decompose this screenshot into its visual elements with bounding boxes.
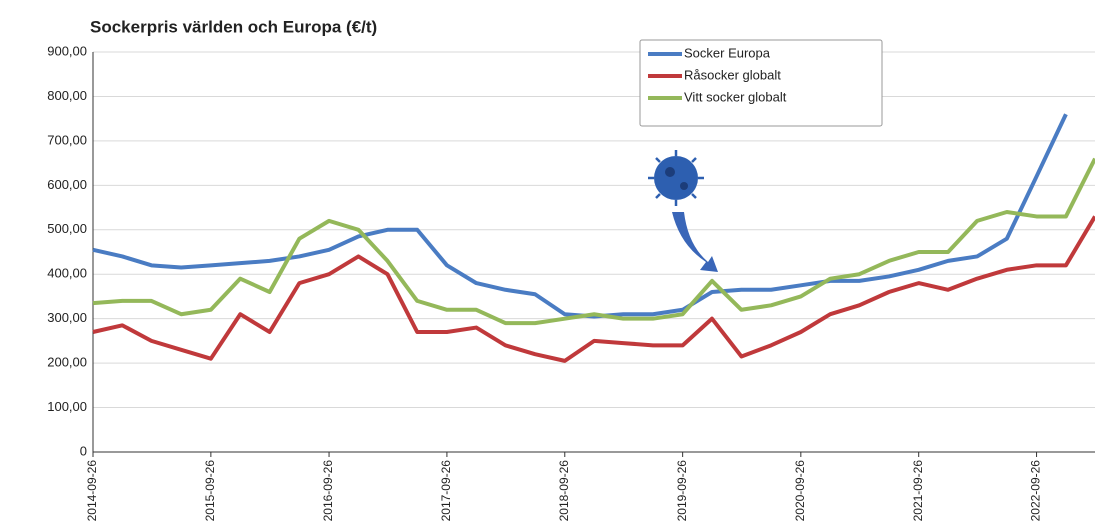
x-tick-label: 2022-09-26 [1029, 460, 1043, 522]
chart-title: Sockerpris världen och Europa (€/t) [90, 17, 377, 36]
series-line [93, 159, 1095, 323]
series-line [93, 114, 1066, 316]
legend: Socker Europa Råsocker globalt Vitt socker… [640, 40, 882, 126]
arrow [672, 212, 718, 272]
y-tick-label: 400,00 [47, 266, 87, 281]
y-tick-label: 900,00 [47, 43, 87, 58]
x-tick-label: 2020-09-26 [793, 460, 807, 522]
x-tick-label: 2015-09-26 [203, 460, 217, 522]
y-tick-label: 800,00 [47, 88, 87, 103]
y-tick-label: 100,00 [47, 399, 87, 414]
y-tick-label: 600,00 [47, 177, 87, 192]
x-tick-label: 2014-09-26 [85, 460, 99, 522]
x-tick-label: 2021-09-26 [911, 460, 925, 522]
x-tick-label: 2019-09-26 [675, 460, 689, 522]
y-tick-label: 500,00 [47, 221, 87, 236]
legend-label: Socker Europa [684, 45, 771, 60]
chart: Sockerpris världen och Europa (€/t) 0 100… [0, 0, 1095, 530]
x-tick-label: 2016-09-26 [321, 460, 335, 522]
x-tick-label: 2017-09-26 [439, 460, 453, 522]
virus-icon [648, 150, 704, 206]
y-tick-label: 0 [80, 443, 87, 458]
legend-label: Vitt socker globalt [684, 89, 787, 104]
y-tick-label: 200,00 [47, 355, 87, 370]
x-tick-label: 2018-09-26 [557, 460, 571, 522]
y-tick-label: 700,00 [47, 132, 87, 147]
legend-label: Råsocker globalt [684, 67, 781, 82]
series-line [93, 216, 1095, 360]
y-tick-label: 300,00 [47, 310, 87, 325]
